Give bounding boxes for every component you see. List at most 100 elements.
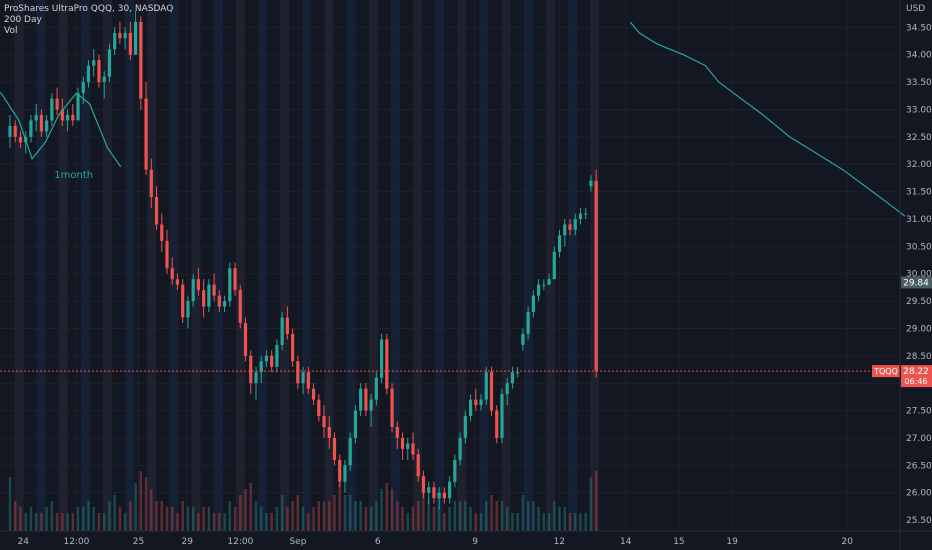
x-tick-label: 20 bbox=[842, 537, 854, 547]
volume-bar bbox=[24, 513, 27, 531]
volume-bar bbox=[479, 513, 483, 531]
session-band-pre bbox=[103, 0, 112, 531]
x-tick-label: 29 bbox=[181, 537, 193, 547]
candle-body bbox=[521, 333, 525, 345]
candle-body bbox=[29, 120, 33, 137]
volume-bar bbox=[280, 495, 284, 531]
volume-bar bbox=[411, 507, 415, 531]
candle-body bbox=[270, 355, 274, 367]
candle-body bbox=[421, 476, 426, 493]
volume-bar bbox=[333, 495, 336, 531]
candle-body bbox=[306, 372, 310, 389]
candle-body bbox=[594, 180, 598, 372]
candle-body bbox=[385, 339, 389, 389]
candle-body bbox=[118, 32, 122, 39]
volume-bar bbox=[396, 501, 399, 531]
candle-body bbox=[191, 279, 195, 302]
candle-body bbox=[123, 32, 127, 39]
candle-body bbox=[411, 443, 415, 455]
volume-bar bbox=[406, 513, 409, 531]
volume-bar bbox=[537, 507, 540, 531]
session-band-pre bbox=[413, 0, 422, 531]
candle-body bbox=[134, 21, 138, 55]
candle-body bbox=[92, 60, 96, 66]
x-tick-label: 12 bbox=[554, 537, 565, 547]
candle-body bbox=[563, 224, 567, 236]
candle-body bbox=[353, 410, 358, 438]
volume-bar bbox=[474, 513, 477, 531]
last-price-label-box bbox=[901, 365, 932, 388]
y-tick-label: 27.00 bbox=[906, 434, 932, 444]
candle-body bbox=[489, 372, 494, 411]
candle-body bbox=[280, 317, 284, 345]
candle-body bbox=[254, 372, 258, 384]
candle-body bbox=[432, 487, 436, 499]
y-tick-label: 34.50 bbox=[906, 23, 932, 33]
volume-bar bbox=[45, 507, 48, 531]
y-tick-label: 27.50 bbox=[906, 407, 932, 417]
volume-bar bbox=[134, 483, 137, 531]
volume-bar bbox=[375, 501, 378, 531]
volume-bar bbox=[228, 501, 232, 531]
candle-body bbox=[139, 21, 143, 99]
candle-body bbox=[427, 487, 431, 493]
volume-bar bbox=[437, 507, 441, 531]
candle-body bbox=[364, 388, 368, 411]
candle-body bbox=[238, 290, 242, 323]
volume-bar bbox=[14, 501, 17, 531]
volume-bar bbox=[212, 513, 216, 531]
session-band-post bbox=[568, 0, 578, 531]
volume-bar bbox=[118, 507, 122, 531]
volume-bar bbox=[165, 507, 169, 531]
candle-body bbox=[13, 125, 17, 137]
moving-average-line bbox=[0, 92, 122, 168]
candle-body bbox=[144, 98, 148, 170]
x-tick-label: 12:00 bbox=[227, 537, 253, 547]
candle-body bbox=[65, 114, 70, 121]
volume-bar bbox=[547, 513, 551, 531]
candle-body bbox=[400, 437, 405, 449]
volume-bar bbox=[594, 471, 598, 531]
candle-body bbox=[76, 93, 80, 121]
volume-bar bbox=[92, 507, 95, 531]
candle-body bbox=[317, 399, 321, 417]
candle-body bbox=[479, 399, 483, 406]
volume-bar bbox=[103, 513, 106, 531]
volume-bar bbox=[464, 501, 467, 531]
volume-bar bbox=[427, 501, 430, 531]
session-band-pre bbox=[14, 0, 24, 531]
volume-bar bbox=[291, 501, 294, 531]
volume-bar bbox=[485, 501, 488, 531]
legend-volume-label: Vol bbox=[4, 26, 18, 36]
session-band-pre bbox=[147, 0, 157, 531]
volume-bar bbox=[563, 507, 566, 531]
x-tick-label: 25 bbox=[133, 537, 144, 547]
candle-body bbox=[584, 213, 588, 215]
candle-body bbox=[301, 372, 305, 384]
volume-bar bbox=[443, 513, 446, 531]
volume-bar bbox=[369, 507, 373, 531]
y-tick-label: 30.00 bbox=[906, 270, 932, 280]
candle-body bbox=[526, 312, 530, 334]
candle-body bbox=[327, 426, 331, 438]
candle-body bbox=[222, 301, 227, 307]
volume-bar bbox=[150, 489, 153, 531]
candle-body bbox=[233, 268, 237, 291]
session-band-post bbox=[125, 0, 135, 531]
volume-bar bbox=[390, 489, 394, 531]
session-band-post bbox=[523, 0, 533, 531]
volume-bar bbox=[275, 507, 279, 531]
candle-body bbox=[578, 213, 583, 219]
candle-body bbox=[474, 399, 478, 406]
candle-body bbox=[50, 98, 54, 121]
volume-bar bbox=[176, 513, 179, 531]
candle-body bbox=[228, 268, 232, 302]
y-tick-label: 29.00 bbox=[906, 324, 932, 334]
candle-body bbox=[332, 437, 337, 460]
session-band-post bbox=[302, 0, 312, 531]
candle-body bbox=[71, 114, 75, 121]
legend-ma-label: 200 Day bbox=[4, 15, 42, 25]
candle-body bbox=[186, 301, 190, 318]
candle-body bbox=[81, 82, 85, 94]
